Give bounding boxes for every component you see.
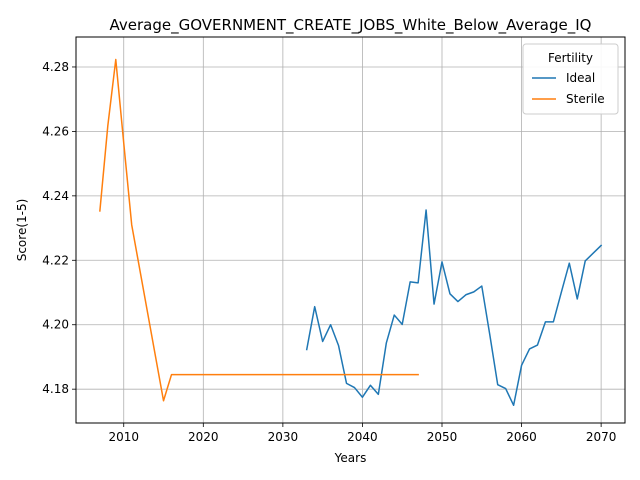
x-tick-label: 2010 [108, 430, 139, 444]
x-tick-label: 2030 [268, 430, 299, 444]
y-tick-label: 4.26 [42, 124, 69, 138]
y-tick-label: 4.22 [42, 253, 69, 267]
x-tick-label: 2070 [586, 430, 617, 444]
chart-title: Average_GOVERNMENT_CREATE_JOBS_White_Bel… [110, 16, 592, 35]
y-tick-label: 4.28 [42, 60, 69, 74]
x-tick-label: 2050 [427, 430, 458, 444]
legend-label-sterile: Sterile [566, 92, 605, 106]
plot-frame [75, 36, 626, 424]
series-line-ideal [305, 209, 603, 407]
y-axis-label: Score(1-5) [15, 199, 29, 262]
y-tick-label: 4.24 [42, 189, 69, 203]
x-tick-label: 2060 [506, 430, 537, 444]
series-line-sterile [99, 58, 419, 402]
legend-box [522, 43, 619, 115]
x-tick-label: 2040 [347, 430, 378, 444]
y-axis-ticks: 4.18 4.20 4.22 4.24 4.26 4.28 [42, 60, 76, 396]
series-lines [99, 58, 603, 407]
legend-title: Fertility [548, 51, 593, 65]
x-tick-label: 2020 [188, 430, 219, 444]
y-tick-label: 4.18 [42, 382, 69, 396]
legend-label-ideal: Ideal [566, 71, 595, 85]
legend: Fertility Ideal Sterile [522, 43, 619, 115]
y-tick-label: 4.20 [42, 318, 69, 332]
x-axis-label: Years [334, 451, 367, 465]
x-axis-ticks: 2010 2020 2030 2040 2050 2060 2070 [108, 423, 616, 444]
